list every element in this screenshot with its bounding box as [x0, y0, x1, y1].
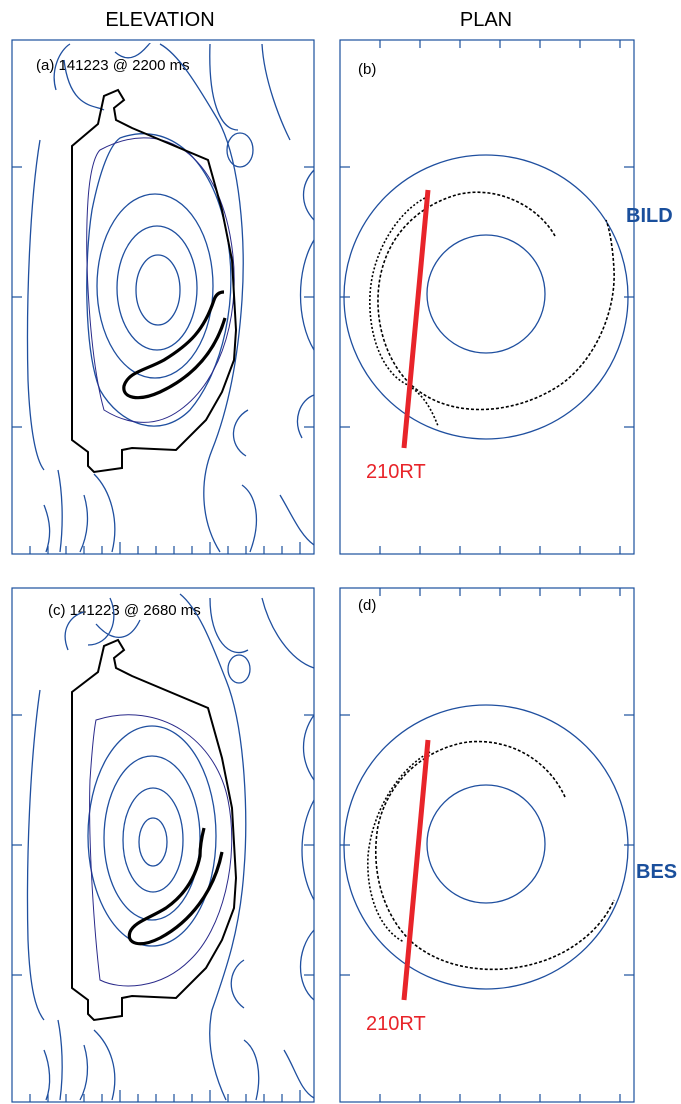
panel-d-inner-wall [426, 784, 546, 904]
panel-b-ticks [340, 40, 634, 554]
panel-b-outer-wall [343, 154, 629, 440]
panel-b-label: (b) [358, 61, 376, 78]
panel-c-label: (c) 141223 @ 2680 ms [48, 602, 201, 619]
panel-d-label: (d) [358, 597, 376, 614]
panel-b-chord-210rt [401, 189, 431, 449]
panel-d-diagnostic-label: BES [636, 861, 677, 883]
panel-a-label: (a) 141223 @ 2200 ms [36, 57, 190, 74]
panel-a-flux-surfaces [26, 43, 315, 553]
panel-a-orbit [122, 290, 227, 400]
panel-b-chord-label: 210RT [366, 461, 426, 483]
panel-c-orbit [127, 827, 224, 946]
panel-a-frame [11, 39, 315, 555]
panel-d: (d) 210RT BES [339, 587, 677, 1103]
panel-a: (a) 141223 @ 2200 ms [11, 39, 315, 555]
panel-a-vessel-wall [71, 88, 238, 474]
plan-header: PLAN [460, 9, 512, 31]
panel-d-orbit [367, 740, 615, 971]
panel-b-inner-wall [426, 234, 546, 354]
panel-d-outer-wall [343, 704, 629, 990]
panel-b-orbit [369, 191, 615, 427]
panel-b-diagnostic-label: BILD [626, 205, 673, 227]
panel-b: (b) 210RT BILD [339, 39, 673, 555]
panel-c: (c) 141223 @ 2680 ms [11, 587, 315, 1103]
panel-a-ticks [12, 166, 314, 554]
panel-d-chord-210rt [401, 739, 431, 1001]
panel-c-flux-surfaces [26, 593, 315, 1101]
panel-d-ticks [340, 588, 634, 1102]
panel-c-vessel-wall [71, 638, 238, 1022]
panel-d-chord-label: 210RT [366, 1013, 426, 1035]
panel-c-frame [11, 587, 315, 1103]
panel-c-ticks [12, 714, 314, 1102]
elevation-header: ELEVATION [105, 9, 214, 31]
